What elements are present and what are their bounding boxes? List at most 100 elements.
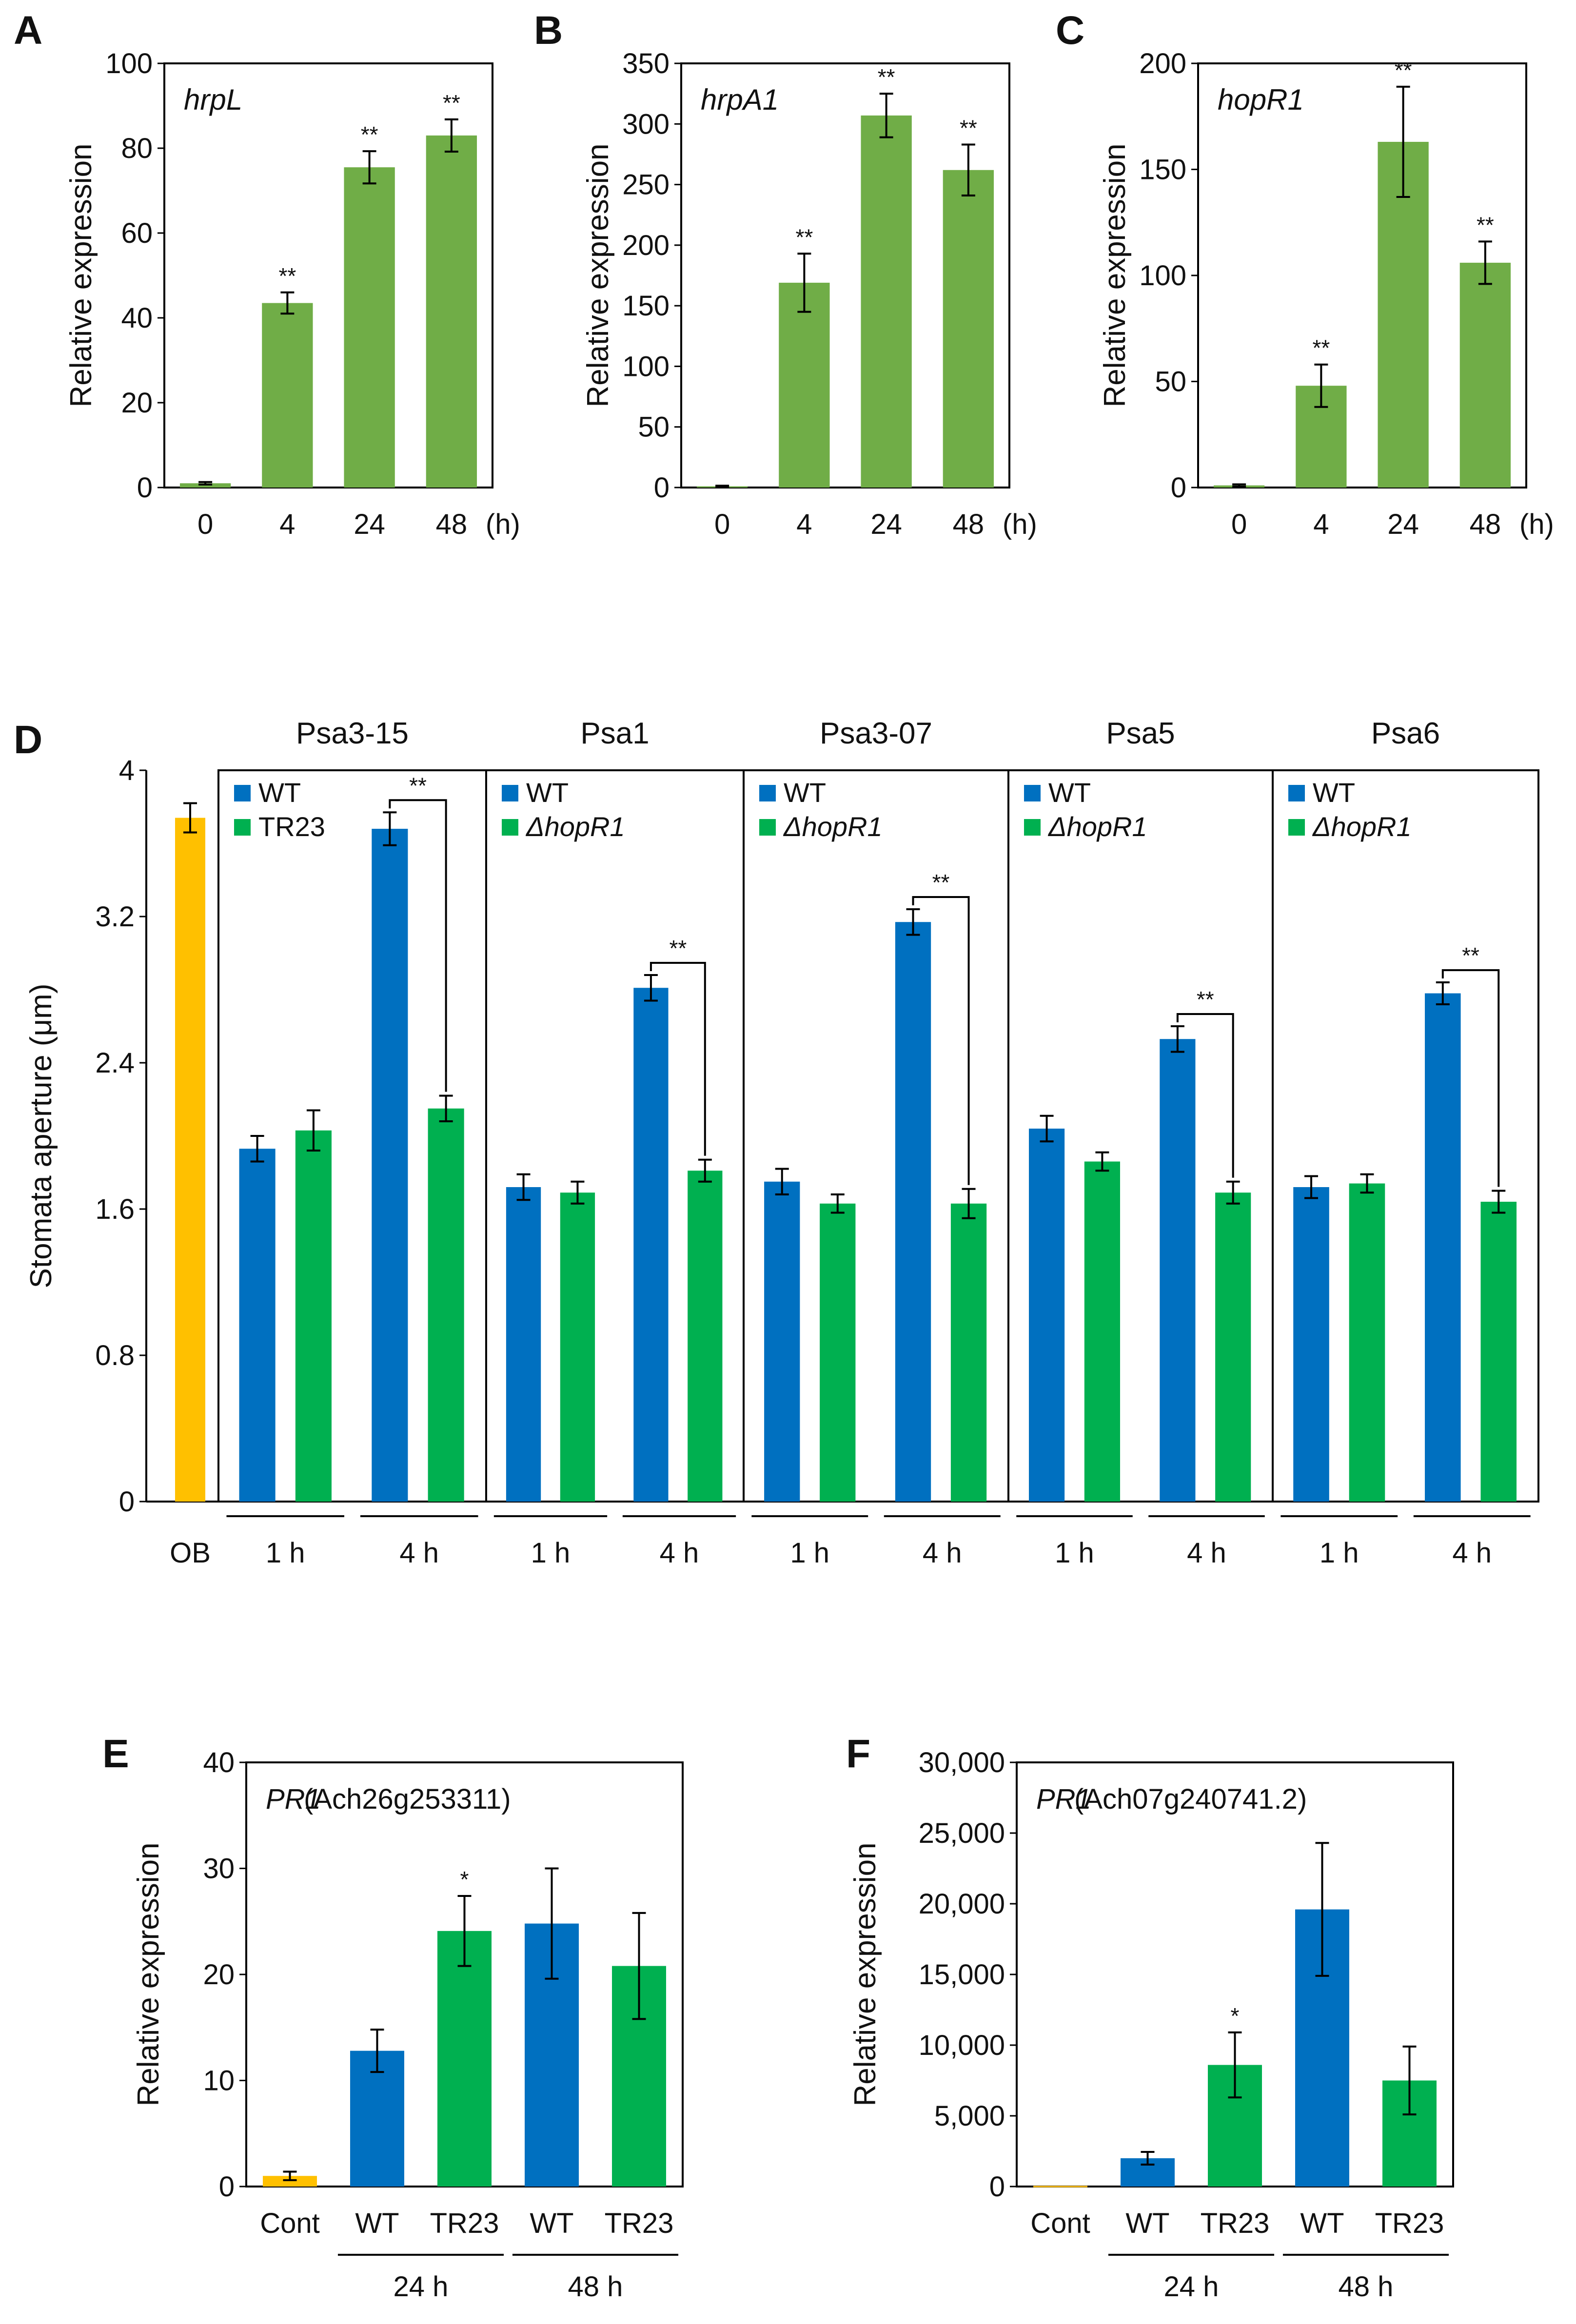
axis-ytick-label: 20 — [203, 1959, 235, 1991]
bar-24 — [1378, 141, 1429, 488]
x-label-ob: OB — [170, 1537, 211, 1569]
axis-ytick-label: 15,000 — [919, 1959, 1005, 1991]
panel-label-f: F — [846, 1732, 870, 1776]
plot-frame — [163, 62, 493, 488]
group-title: Psa1 — [580, 717, 649, 750]
bar-wt-1 — [350, 2051, 404, 2187]
bar-wt-1h — [1029, 1129, 1065, 1502]
significance-bracket — [389, 799, 447, 1092]
bar-wt-4h — [633, 988, 669, 1502]
x-tick-label-wt: WT — [1125, 2207, 1169, 2239]
axis-ytick-label: 25,000 — [919, 1817, 1005, 1849]
legend-swatch-wt — [234, 785, 251, 801]
x-tick-label-wt: WT — [530, 2207, 573, 2239]
axis-ytick-label: 40 — [121, 302, 153, 334]
axis-ytick-label: 30,000 — [919, 1747, 1005, 1778]
x-tick-label-tr23: TR23 — [605, 2207, 674, 2239]
significance-mark: * — [1231, 2003, 1240, 2029]
axis-ytick-label: 50 — [638, 411, 670, 443]
plot-frame — [680, 62, 1010, 488]
bar-48 — [1459, 262, 1511, 488]
bar-wt-1h — [1293, 1187, 1329, 1502]
significance-mark: * — [460, 1867, 469, 1892]
axis-ytick-label: 100 — [1139, 260, 1186, 292]
x-tick-label-4: 4 — [796, 508, 812, 540]
axis-ytick-label: 150 — [622, 290, 670, 322]
legend-label-wt: WT — [526, 777, 569, 808]
time-group-label: 48 h — [568, 2271, 623, 2303]
legend-swatch-wt — [1024, 785, 1041, 801]
bar-wt-4h — [1160, 1039, 1196, 1502]
chart-hopr1: 0 50 100 150 200 Relative expression hopR1 0 ** 4… — [1098, 48, 1554, 540]
x-tick-label-0: 0 — [714, 508, 730, 540]
bar-mutant-1h — [1349, 1183, 1385, 1502]
time-group-label: 24 h — [1164, 2271, 1219, 2303]
bar-mutant-4h — [1480, 1202, 1517, 1502]
time-label-4h: 4 h — [923, 1537, 962, 1569]
x-tick-label-wt: WT — [1300, 2207, 1344, 2239]
gene-title: PR1 — [1036, 1783, 1091, 1815]
x-tick-label-24: 24 — [870, 508, 902, 540]
axis-ytick-label: 2.4 — [95, 1047, 135, 1079]
x-tick-label-4: 4 — [1313, 508, 1329, 540]
panel-label-d: D — [14, 718, 42, 762]
legend-swatch-mutant — [759, 819, 776, 836]
gene-id: (Ach07g240741.2) — [1074, 1783, 1307, 1815]
axis-ytick-label: 250 — [622, 169, 670, 201]
x-tick-label-4: 4 — [279, 508, 295, 540]
axis-ytick-label: 50 — [1155, 366, 1186, 398]
bar-mutant-1h — [820, 1203, 856, 1502]
legend-swatch-wt — [759, 785, 776, 801]
significance-mark: ** — [1197, 987, 1214, 1012]
x-unit-label: (h) — [1003, 508, 1037, 540]
legend-label-wt: WT — [1313, 777, 1355, 808]
significance-mark: ** — [278, 263, 296, 289]
time-label-4h: 4 h — [399, 1537, 439, 1569]
time-label-1h: 1 h — [790, 1537, 829, 1569]
y-axis-label: Stomata aperture (μm) — [24, 984, 58, 1289]
significance-bracket — [650, 962, 706, 1156]
axis-ytick-label: 10 — [203, 2065, 235, 2097]
axis-ytick-label: 0 — [119, 1486, 135, 1518]
significance-bracket — [1441, 969, 1500, 1187]
y-axis-label: Relative expression — [132, 1842, 165, 2106]
legend-swatch-mutant — [234, 819, 251, 836]
x-tick-label-24: 24 — [354, 508, 385, 540]
x-tick-label-48: 48 — [953, 508, 985, 540]
legend-swatch-mutant — [502, 819, 518, 836]
bar-wt-1h — [239, 1149, 276, 1502]
axis-ytick-label: 60 — [121, 217, 153, 249]
legend-label-mutant: ΔhopR1 — [1047, 811, 1147, 842]
group-title: Psa3-07 — [820, 717, 932, 750]
significance-mark: ** — [1395, 58, 1412, 83]
bar-4 — [262, 303, 313, 488]
x-tick-label-tr23: TR23 — [1375, 2207, 1444, 2239]
significance-mark: ** — [1312, 335, 1330, 361]
axis-ytick-label: 300 — [622, 108, 670, 140]
group-title: Psa3-15 — [296, 717, 409, 750]
gene-title: hrpA1 — [701, 83, 779, 116]
axis-ytick-label: 80 — [121, 133, 153, 164]
axis-ytick-label: 0 — [137, 472, 153, 504]
bar-mutant-4h — [1215, 1192, 1251, 1502]
time-label-1h: 1 h — [1055, 1537, 1094, 1569]
bar-mutant-1h — [295, 1130, 332, 1502]
chart-pr1-ach07: 0 5,000 10,000 15,000 20,000 25,000 30,000 Rela… — [848, 1747, 1454, 2303]
legend-label-wt: WT — [258, 777, 301, 808]
gene-id: (Ach26g253311) — [304, 1783, 511, 1815]
bar-mutant-4h — [428, 1108, 464, 1502]
x-tick-label-tr23: TR23 — [430, 2207, 499, 2239]
time-label-4h: 4 h — [660, 1537, 699, 1569]
bar-wt-4h — [372, 829, 408, 1502]
bar-tr23-2 — [437, 1931, 492, 2187]
panel-label-b: B — [534, 8, 563, 53]
legend-label-wt: WT — [784, 777, 826, 808]
y-axis-label: Relative expression — [848, 1842, 882, 2106]
legend-label-mutant: ΔhopR1 — [525, 811, 625, 842]
legend-swatch-wt — [502, 785, 518, 801]
legend-swatch-mutant — [1024, 819, 1041, 836]
significance-mark: ** — [1477, 212, 1494, 237]
bar-24 — [861, 115, 912, 488]
axis-ytick-label: 0.8 — [95, 1340, 135, 1371]
